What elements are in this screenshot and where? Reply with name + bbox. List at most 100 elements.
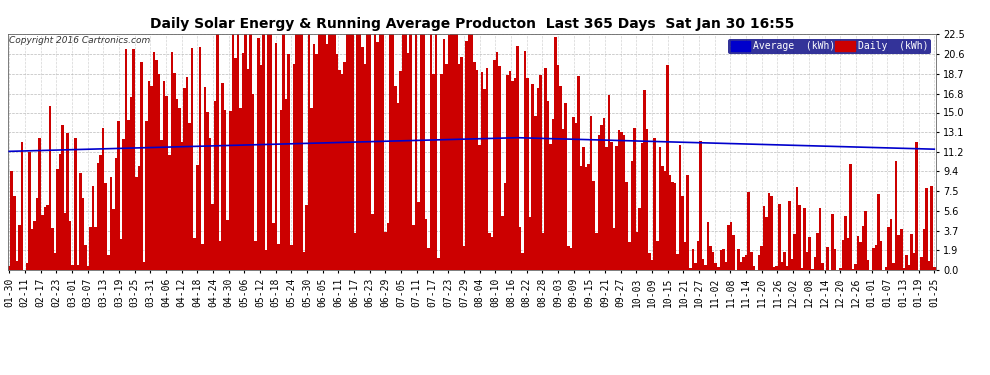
Bar <box>128 120 130 270</box>
Bar <box>780 262 783 270</box>
Bar <box>18 225 21 270</box>
Bar <box>839 268 842 270</box>
Bar <box>71 265 74 270</box>
Bar <box>143 262 146 270</box>
Bar <box>551 118 554 270</box>
Bar <box>138 166 140 270</box>
Bar <box>707 222 710 270</box>
Bar <box>674 183 676 270</box>
Text: Copyright 2016 Cartronics.com: Copyright 2016 Cartronics.com <box>9 36 150 45</box>
Bar <box>821 263 824 270</box>
Bar <box>895 161 897 270</box>
Bar <box>204 87 206 270</box>
Bar <box>87 266 89 270</box>
Bar <box>165 96 168 270</box>
Bar <box>534 116 537 270</box>
Bar <box>842 240 844 270</box>
Bar <box>933 267 936 270</box>
Bar <box>328 34 331 270</box>
Bar <box>331 34 334 270</box>
Bar <box>610 142 613 270</box>
Bar <box>58 154 61 270</box>
Bar <box>621 132 623 270</box>
Bar <box>240 108 242 270</box>
Bar <box>710 246 712 270</box>
Bar <box>859 242 862 270</box>
Bar <box>704 265 707 270</box>
Bar <box>549 144 551 270</box>
Bar <box>639 209 641 270</box>
Bar <box>51 228 53 270</box>
Bar <box>900 230 903 270</box>
Bar <box>679 145 681 270</box>
Bar <box>750 252 752 270</box>
Bar <box>140 62 143 270</box>
Bar <box>773 267 775 270</box>
Bar <box>285 99 287 270</box>
Bar <box>572 117 574 270</box>
Bar <box>715 262 717 270</box>
Bar <box>341 74 344 270</box>
Bar <box>740 262 742 270</box>
Bar <box>316 54 318 270</box>
Bar <box>303 252 305 270</box>
Bar <box>559 86 562 270</box>
Bar <box>796 187 798 270</box>
Bar <box>219 241 222 270</box>
Bar <box>540 75 542 270</box>
Bar <box>84 244 87 270</box>
Bar <box>361 47 363 270</box>
Bar <box>887 227 890 270</box>
Bar <box>522 253 524 270</box>
Bar <box>397 103 399 270</box>
Bar <box>926 189 928 270</box>
Bar <box>460 57 463 270</box>
Bar <box>39 138 41 270</box>
Bar <box>793 234 796 270</box>
Bar <box>152 53 155 270</box>
Bar <box>41 215 44 270</box>
Bar <box>105 183 107 270</box>
Bar <box>384 232 387 270</box>
Bar <box>752 266 755 270</box>
Bar <box>175 99 178 270</box>
Bar <box>433 74 435 270</box>
Bar <box>293 64 295 270</box>
Bar <box>856 236 859 270</box>
Bar <box>254 241 257 270</box>
Bar <box>157 74 160 270</box>
Bar <box>806 252 809 270</box>
Bar <box>34 221 36 270</box>
Bar <box>457 64 460 270</box>
Bar <box>600 125 603 270</box>
Bar <box>275 43 277 270</box>
Bar <box>336 54 339 270</box>
Bar <box>227 220 229 270</box>
Bar <box>778 204 780 270</box>
Bar <box>178 108 181 270</box>
Bar <box>668 175 671 270</box>
Bar <box>282 34 285 270</box>
Bar <box>671 182 674 270</box>
Bar <box>874 246 877 270</box>
Bar <box>897 235 900 270</box>
Bar <box>8 266 11 270</box>
Bar <box>430 34 433 270</box>
Bar <box>229 111 232 270</box>
Bar <box>351 34 353 270</box>
Bar <box>295 34 298 270</box>
Bar <box>542 233 545 270</box>
Bar <box>201 244 204 270</box>
Bar <box>348 34 351 270</box>
Bar <box>905 255 908 270</box>
Bar <box>264 249 267 270</box>
Bar <box>849 164 851 270</box>
Bar <box>446 64 447 270</box>
Bar <box>738 249 740 270</box>
Bar <box>410 34 412 270</box>
Bar <box>130 97 133 270</box>
Bar <box>788 201 791 270</box>
Bar <box>885 267 887 270</box>
Bar <box>478 145 480 270</box>
Bar <box>913 254 915 270</box>
